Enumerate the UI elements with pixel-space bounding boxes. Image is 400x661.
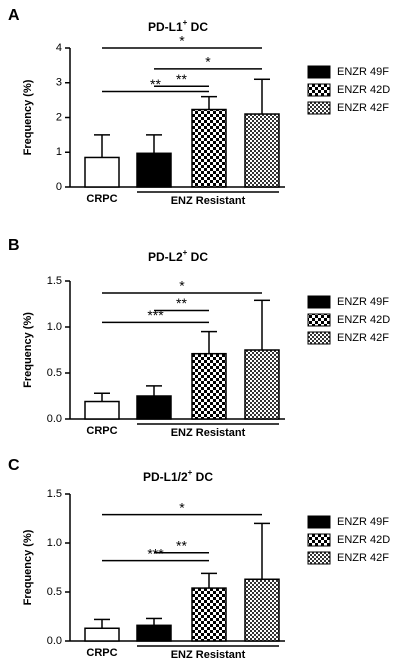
y-tick-label: 4 — [56, 42, 62, 54]
legend-label: ENZR 49F — [337, 66, 389, 78]
legend-swatch — [307, 101, 331, 115]
title-text: PD-L2 — [148, 250, 183, 264]
legend-swatch — [307, 83, 331, 97]
significance-label: ** — [176, 295, 187, 311]
legend-label: ENZR 49F — [337, 516, 389, 528]
legend-swatch — [307, 331, 331, 345]
bar — [136, 152, 172, 188]
significance-label: * — [179, 33, 185, 49]
y-tick-label: 0.5 — [47, 586, 62, 598]
significance-label: * — [179, 499, 185, 515]
legend-swatch — [307, 533, 331, 547]
significance-label: *** — [147, 545, 164, 561]
significance-label: * — [205, 54, 211, 70]
bar — [191, 587, 227, 642]
y-tick-label: 0.0 — [47, 635, 62, 647]
bar — [84, 400, 120, 420]
title-text: DC — [192, 470, 213, 484]
title-text: PD-L1 — [148, 20, 183, 34]
bar — [191, 108, 227, 188]
group-label: CRPC — [86, 193, 117, 205]
legend-label: ENZR 42F — [337, 332, 389, 344]
legend-swatch — [307, 295, 331, 309]
significance-label: *** — [147, 307, 164, 323]
title-superscript: + — [183, 18, 188, 27]
significance-label: ** — [176, 71, 187, 87]
legend-label: ENZR 49F — [337, 296, 389, 308]
legend-swatch — [307, 551, 331, 565]
bar — [244, 578, 280, 642]
significance-label: * — [179, 278, 185, 294]
significance-label: ** — [150, 76, 161, 92]
y-tick-label: 1 — [56, 146, 62, 158]
legend-swatch — [307, 313, 331, 327]
legend-swatch — [307, 65, 331, 79]
y-axis-label: Frequency (%) — [22, 79, 34, 155]
bar — [136, 624, 172, 642]
y-tick-label: 2 — [56, 111, 62, 123]
legend-label: ENZR 42D — [337, 314, 390, 326]
y-tick-label: 0.0 — [47, 413, 62, 425]
chart-title: PD-L1+ DC — [148, 18, 208, 34]
legend-swatch — [307, 515, 331, 529]
title-text: DC — [187, 250, 208, 264]
group-label: ENZ Resistant — [171, 649, 246, 661]
y-tick-label: 0.5 — [47, 367, 62, 379]
bar — [84, 627, 120, 642]
group-label: ENZ Resistant — [171, 195, 246, 207]
y-tick-label: 3 — [56, 77, 62, 89]
chart-title: PD-L1/2+ DC — [143, 468, 213, 484]
title-text: DC — [187, 20, 208, 34]
legend-label: ENZR 42D — [337, 84, 390, 96]
legend-label: ENZR 42F — [337, 552, 389, 564]
significance-label: ** — [176, 538, 187, 554]
bar — [244, 349, 280, 420]
y-tick-label: 1.5 — [47, 275, 62, 287]
bar — [191, 352, 227, 420]
bar — [136, 395, 172, 420]
chart-title: PD-L2+ DC — [148, 248, 208, 264]
group-label: ENZ Resistant — [171, 427, 246, 439]
bar — [244, 113, 280, 188]
y-tick-label: 1.0 — [47, 321, 62, 333]
panel-label: C — [8, 457, 20, 474]
legend-label: ENZR 42D — [337, 534, 390, 546]
y-tick-label: 1.0 — [47, 537, 62, 549]
group-label: CRPC — [86, 647, 117, 659]
title-superscript: + — [188, 468, 193, 477]
group-label: CRPC — [86, 425, 117, 437]
y-tick-label: 1.5 — [47, 488, 62, 500]
title-superscript: + — [183, 248, 188, 257]
panel-label: A — [8, 7, 20, 24]
legend-label: ENZR 42F — [337, 102, 389, 114]
y-axis-label: Frequency (%) — [22, 529, 34, 605]
y-tick-label: 0 — [56, 181, 62, 193]
panel-label: B — [8, 237, 20, 254]
title-text: PD-L1/2 — [143, 470, 188, 484]
bar — [84, 156, 120, 188]
y-axis-label: Frequency (%) — [22, 312, 34, 388]
